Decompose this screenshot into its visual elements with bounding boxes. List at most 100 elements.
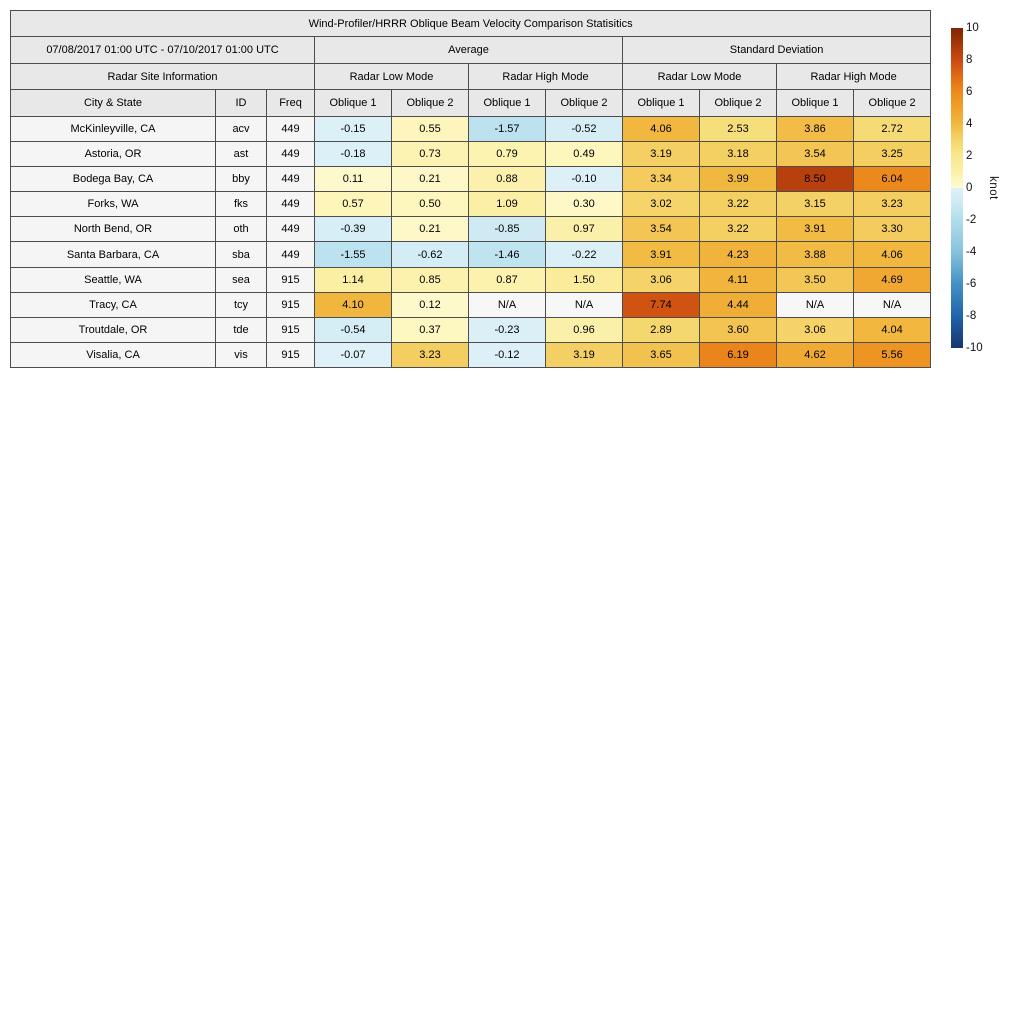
value-cell: 0.88 (468, 166, 546, 193)
value-cell: 4.06 (852, 241, 932, 268)
city-state-cell: Visalia, CA (10, 341, 216, 369)
value-cell: 3.19 (545, 341, 623, 369)
value-cell: 3.19 (622, 141, 700, 168)
table-title-row: Wind-Profiler/HRRR Oblique Beam Velocity… (9, 10, 932, 37)
colorbar-tick-label: -6 (966, 278, 977, 290)
value-cell: 4.23 (699, 241, 777, 268)
city-state-cell: Tracy, CA (10, 291, 216, 318)
freq-cell: 449 (266, 166, 315, 193)
value-cell: 3.60 (699, 316, 777, 343)
value-cell: 0.55 (391, 115, 469, 143)
column-header-freq: Freq (266, 89, 315, 117)
freq-cell: 915 (266, 316, 315, 343)
value-cell: 3.22 (699, 216, 777, 243)
city-state-cell: North Bend, OR (10, 216, 216, 243)
site-id-cell: bby (215, 166, 267, 193)
colorbar-tick-label: -10 (966, 342, 983, 354)
site-id-cell: sea (215, 266, 267, 293)
value-cell: 0.50 (391, 191, 469, 218)
value-cell: -0.07 (314, 341, 392, 369)
city-state-cell: Troutdale, OR (10, 316, 216, 343)
value-cell: 0.11 (314, 166, 392, 193)
freq-cell: 449 (266, 115, 315, 143)
value-cell: 5.56 (852, 341, 932, 369)
freq-cell: 449 (266, 241, 315, 268)
column-header-oblique2: Oblique 2 (545, 89, 623, 117)
value-cell: 3.30 (852, 216, 932, 243)
value-cell: 0.57 (314, 191, 392, 218)
freq-cell: 449 (266, 216, 315, 243)
table-row: Seattle, WA sea 915 1.14 0.85 0.87 1.50 3.06 4.1… (10, 266, 932, 293)
colorbar-tick-label: 0 (966, 182, 973, 194)
group-standard-deviation: Standard Deviation (621, 36, 932, 64)
value-cell: 3.91 (776, 216, 854, 243)
value-cell: 3.25 (852, 141, 932, 168)
value-cell: 3.23 (852, 191, 932, 218)
table-row: Astoria, OR ast 449 -0.18 0.73 0.79 0.49 3.19 3.… (10, 141, 932, 168)
group-avg-radar-low-mode: Radar Low Mode (314, 63, 469, 90)
value-cell-na: N/A (468, 291, 546, 318)
table-row: Santa Barbara, CA sba 449 -1.55 -0.62 -1.46 -0… (10, 241, 932, 268)
freq-cell: 449 (266, 141, 315, 168)
value-cell: -0.12 (468, 341, 546, 369)
colorbar-tick-label: 4 (966, 118, 973, 130)
colorbar-gradient (951, 28, 963, 348)
column-header-id: ID (215, 89, 267, 117)
column-header-oblique1: Oblique 1 (468, 89, 546, 117)
value-cell: 3.02 (622, 191, 700, 218)
group-average: Average (314, 36, 623, 64)
value-cell: 6.04 (852, 166, 932, 193)
city-state-cell: Astoria, OR (10, 141, 216, 168)
value-cell: 3.91 (622, 241, 700, 268)
freq-cell: 915 (266, 291, 315, 318)
value-cell: 0.85 (391, 266, 469, 293)
column-header-oblique1: Oblique 1 (622, 89, 700, 117)
value-cell: 1.14 (314, 266, 392, 293)
value-cell: -1.55 (314, 241, 392, 268)
value-cell: -0.23 (468, 316, 546, 343)
freq-cell: 915 (266, 266, 315, 293)
column-header-oblique1: Oblique 1 (776, 89, 854, 117)
colorbar-tick-label: 2 (966, 150, 973, 162)
table-body: McKinleyville, CA acv 449 -0.15 0.55 -1.57 -0.… (10, 115, 932, 369)
colorbar-unit-label: knot (987, 176, 999, 200)
site-id-cell: ast (215, 141, 267, 168)
value-cell: -1.57 (468, 115, 546, 143)
column-header-oblique1: Oblique 1 (314, 89, 392, 117)
group-avg-radar-high-mode: Radar High Mode (468, 63, 623, 90)
value-cell: 4.06 (622, 115, 700, 143)
colorbar-tick-label: 8 (966, 54, 973, 66)
value-cell: 3.54 (776, 141, 854, 168)
freq-cell: 915 (266, 341, 315, 369)
city-state-cell: Bodega Bay, CA (10, 166, 216, 193)
value-cell: 0.21 (391, 166, 469, 193)
value-cell: 4.11 (699, 266, 777, 293)
value-cell: 1.50 (545, 266, 623, 293)
value-cell: -1.46 (468, 241, 546, 268)
value-cell: 0.96 (545, 316, 623, 343)
value-cell: 3.06 (776, 316, 854, 343)
value-cell: 4.04 (852, 316, 932, 343)
value-cell: 0.21 (391, 216, 469, 243)
table-row: McKinleyville, CA acv 449 -0.15 0.55 -1.57 -0.… (10, 115, 932, 143)
value-cell: 4.44 (699, 291, 777, 318)
site-id-cell: vis (215, 341, 267, 369)
column-header-oblique2: Oblique 2 (391, 89, 469, 117)
table-row: Troutdale, OR tde 915 -0.54 0.37 -0.23 0.96 2.8… (10, 316, 932, 343)
colorbar-tick-label: -8 (966, 310, 977, 322)
value-cell: 0.12 (391, 291, 469, 318)
city-state-cell: Forks, WA (10, 191, 216, 218)
value-cell: 1.09 (468, 191, 546, 218)
table-row: Visalia, CA vis 915 -0.07 3.23 -0.12 3.19 3.65 6… (10, 341, 932, 369)
value-cell: -0.52 (545, 115, 623, 143)
site-id-cell: oth (215, 216, 267, 243)
value-cell: -0.15 (314, 115, 392, 143)
value-cell: 3.88 (776, 241, 854, 268)
value-cell: 0.37 (391, 316, 469, 343)
site-id-cell: tde (215, 316, 267, 343)
value-cell: 6.19 (699, 341, 777, 369)
column-header-oblique2: Oblique 2 (852, 89, 932, 117)
value-cell: 3.23 (391, 341, 469, 369)
site-id-cell: acv (215, 115, 267, 143)
